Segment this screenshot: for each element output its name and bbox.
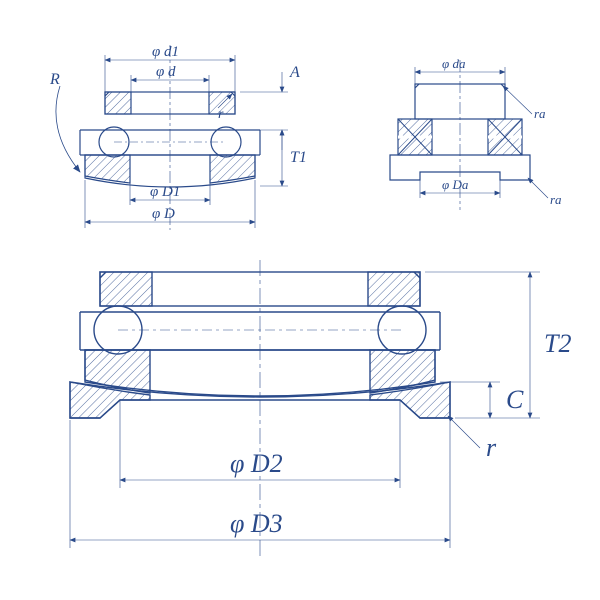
label-phi-D1: φ D1 [150,184,180,200]
bottom-section: T2 C r φ D2 φ D3 [70,260,571,560]
top-left-section: R φ d1 φ d r A T1 φ D1 φ D [49,44,307,230]
top-right-section: φ da ra ra φ Da [390,56,562,210]
label-r-small: r [218,107,224,122]
label-r: r [486,433,497,462]
label-phi-da: φ da [442,56,466,71]
label-ra: ra [534,106,546,121]
label-phi-D3: φ D3 [230,509,283,538]
label-phi-d: φ d [156,64,176,80]
label-phi-d1: φ d1 [152,44,179,60]
label-T2: T2 [544,329,571,358]
label-phi-D2: φ D2 [230,449,283,478]
label-ra2: ra [550,192,562,207]
label-T1: T1 [290,149,307,166]
label-A: A [289,64,300,81]
bearing-diagram: R φ d1 φ d r A T1 φ D1 φ D φ da [0,0,600,600]
label-R: R [49,71,60,88]
label-phi-D: φ D [152,206,175,222]
label-phi-Da: φ Da [442,177,469,192]
label-C: C [506,385,524,414]
